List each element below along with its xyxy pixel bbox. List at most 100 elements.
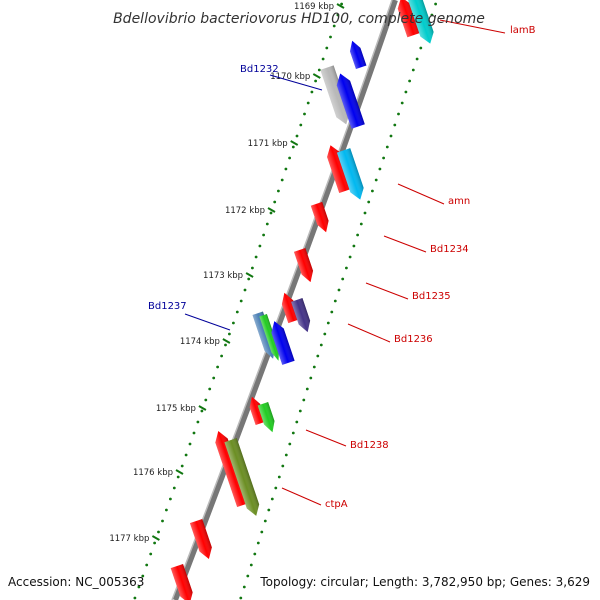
gene-label-bd1236[interactable]: Bd1236 — [394, 334, 433, 345]
inner-guide-dot — [359, 222, 363, 226]
outer-guide-dot — [251, 266, 254, 270]
gene-label-lamb[interactable]: lamB — [510, 25, 536, 36]
outer-guide-dot — [321, 57, 325, 61]
inner-guide-dot — [253, 552, 257, 556]
outer-guide-dot — [137, 585, 141, 589]
leader-line-bd1234 — [383, 235, 427, 253]
gene-label-bd1238[interactable]: Bd1238 — [350, 440, 389, 451]
blue-gene-feature — [336, 73, 365, 129]
inner-guide-dot — [309, 376, 313, 380]
kbp-tick-mark — [175, 469, 184, 475]
leader-line-bd1232 — [269, 74, 323, 91]
outer-guide-dot — [265, 222, 269, 226]
leader-line-bd1235 — [365, 282, 409, 300]
light-blue-gene-feature — [336, 148, 364, 200]
inner-guide-dot — [242, 585, 246, 589]
inner-guide-dot — [341, 277, 345, 281]
outer-guide-dot — [149, 552, 153, 556]
leader-line-ctpa — [281, 487, 322, 506]
gene-label-bd1232[interactable]: Bd1232 — [240, 64, 279, 75]
inner-guide-dot — [382, 156, 385, 160]
inner-guide-dot — [291, 431, 295, 435]
outer-guide-dot — [200, 409, 204, 413]
outer-guide-dot — [254, 255, 258, 259]
outer-guide-dot — [184, 453, 188, 457]
outer-guide-dot — [295, 134, 299, 138]
outer-guide-dot — [153, 541, 157, 545]
inner-guide-dot — [267, 508, 271, 512]
kbp-tick-label: 1176 kbp — [133, 468, 173, 478]
inner-guide-dot — [419, 46, 423, 50]
kbp-tick-label: 1177 kbp — [109, 534, 149, 544]
red-gene-feature — [397, 0, 421, 38]
outer-guide-dot — [232, 321, 235, 325]
outer-guide-dot — [220, 354, 224, 358]
map-title: Bdellovibrio bacteriovorus HD100, comple… — [113, 11, 485, 27]
kbp-tick-mark — [267, 207, 276, 213]
outer-guide-dot — [216, 365, 220, 369]
gene-label-ctpa[interactable]: ctpA — [325, 499, 348, 510]
kbp-tick-label: 1174 kbp — [180, 337, 220, 347]
outer-guide-dot — [288, 156, 291, 160]
red-gene-feature — [189, 518, 212, 559]
inner-guide-dot — [281, 464, 285, 468]
outer-guide-dot — [280, 178, 284, 182]
red-gene-feature — [293, 247, 314, 283]
outer-guide-dot — [325, 46, 329, 50]
kbp-tick-mark — [151, 535, 160, 541]
inner-guide-dot — [408, 79, 411, 83]
inner-guide-dot — [348, 255, 352, 259]
outer-guide-dot — [332, 24, 336, 28]
outer-guide-dot — [329, 35, 332, 39]
inner-guide-dot — [316, 354, 320, 358]
genome-summary-text: Topology: circular; Length: 3,782,950 bp… — [259, 575, 590, 589]
inner-guide-dot — [367, 200, 371, 204]
inner-guide-dot — [319, 343, 323, 347]
inner-guide-dot — [284, 453, 288, 457]
kbp-tick-mark — [290, 140, 299, 146]
outer-guide-dot — [291, 145, 295, 149]
outer-guide-dot — [284, 167, 288, 171]
kbp-tick-mark — [336, 3, 345, 9]
outer-guide-dot — [310, 90, 314, 94]
outer-guide-dot — [165, 508, 168, 512]
outer-guide-dot — [208, 387, 212, 391]
inner-guide-dot — [393, 123, 397, 127]
outer-guide-dot — [303, 112, 306, 116]
inner-guide-dot — [411, 68, 415, 72]
blue-gene-feature — [349, 40, 367, 70]
gene-label-bd1237[interactable]: Bd1237 — [148, 301, 187, 312]
inner-guide-dot — [430, 13, 434, 17]
inner-guide-dot — [356, 233, 359, 237]
kbp-tick-mark — [245, 272, 254, 278]
inner-guide-dot — [246, 574, 250, 578]
cyan-gene-feature — [407, 0, 434, 44]
grey-gene-feature — [320, 65, 350, 125]
inner-guide-dot — [249, 563, 253, 567]
inner-guide-dot — [277, 475, 281, 479]
outer-guide-dot — [262, 233, 265, 237]
inner-guide-dot — [274, 486, 278, 490]
outer-guide-dot — [306, 101, 310, 105]
kbp-tick-label: 1171 kbp — [248, 139, 288, 149]
outer-guide-dot — [180, 464, 184, 468]
outer-guide-dot — [176, 475, 180, 479]
outer-guide-dot — [243, 288, 247, 292]
leader-line-lamb — [439, 19, 506, 34]
outer-guide-dot — [172, 486, 176, 490]
gene-label-amn[interactable]: amn — [448, 196, 470, 207]
leader-line-bd1236 — [347, 323, 391, 343]
red-gene-feature — [310, 201, 329, 233]
inner-guide-dot — [389, 134, 393, 138]
outer-guide-dot — [239, 299, 243, 303]
inner-guide-dot — [302, 398, 306, 402]
leader-line-bd1238 — [305, 429, 347, 447]
gene-label-bd1234[interactable]: Bd1234 — [430, 244, 469, 255]
outer-guide-dot — [258, 244, 262, 248]
inner-guide-dot — [305, 387, 309, 391]
kbp-tick-label: 1172 kbp — [225, 206, 265, 216]
kbp-tick-label: 1169 kbp — [294, 2, 334, 12]
gene-label-bd1235[interactable]: Bd1235 — [412, 291, 451, 302]
